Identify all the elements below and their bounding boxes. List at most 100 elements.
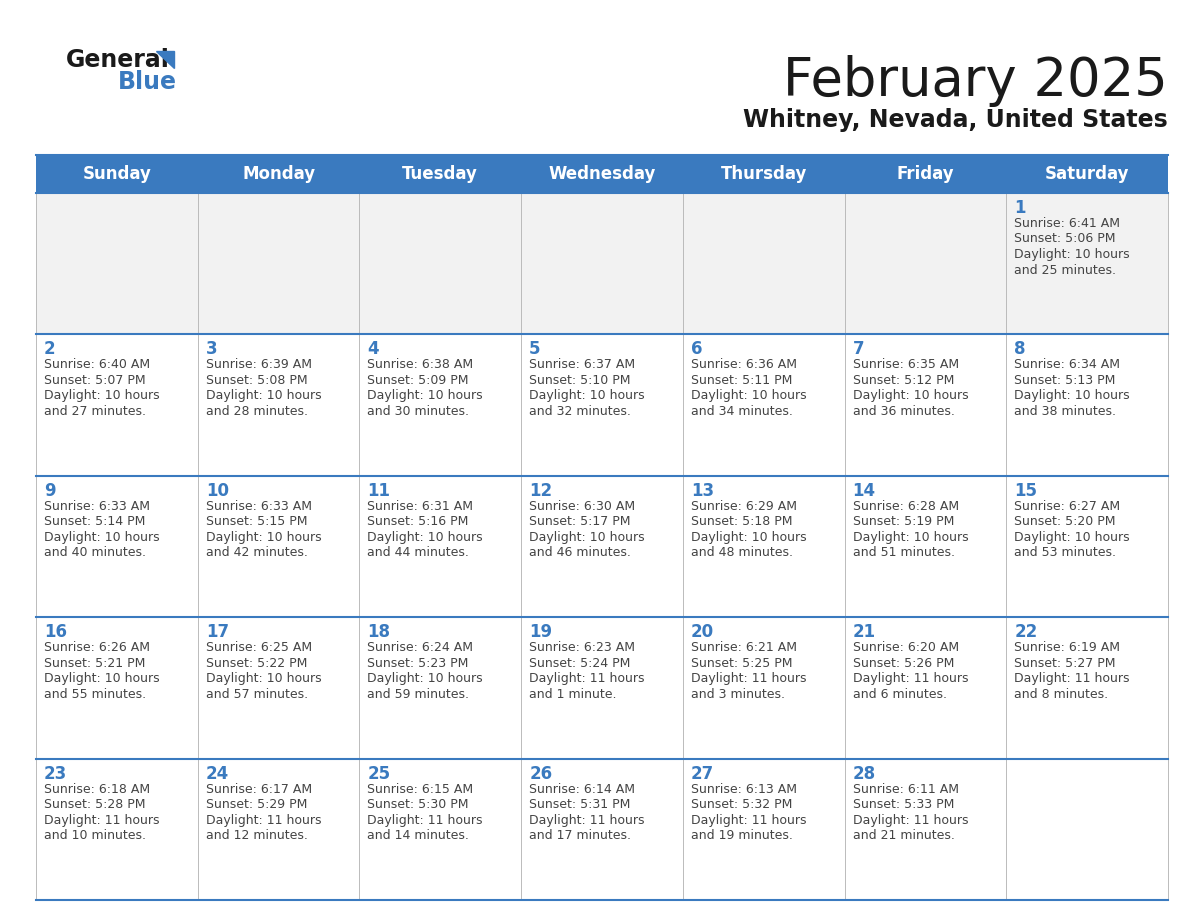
Text: 27: 27 [691, 765, 714, 783]
Text: Sunset: 5:25 PM: Sunset: 5:25 PM [691, 656, 792, 670]
Text: Sunset: 5:30 PM: Sunset: 5:30 PM [367, 798, 469, 812]
Text: and 1 minute.: and 1 minute. [529, 688, 617, 700]
Text: Daylight: 11 hours: Daylight: 11 hours [529, 672, 645, 685]
Text: Sunrise: 6:38 AM: Sunrise: 6:38 AM [367, 358, 474, 372]
Text: and 36 minutes.: and 36 minutes. [853, 405, 954, 418]
Text: Sunrise: 6:37 AM: Sunrise: 6:37 AM [529, 358, 636, 372]
Text: Tuesday: Tuesday [403, 165, 479, 183]
Text: 13: 13 [691, 482, 714, 499]
Text: Sunrise: 6:39 AM: Sunrise: 6:39 AM [206, 358, 311, 372]
Bar [36, 155, 1168, 193]
Text: Daylight: 11 hours: Daylight: 11 hours [529, 813, 645, 826]
Text: Sunrise: 6:25 AM: Sunrise: 6:25 AM [206, 641, 311, 655]
Text: Sunrise: 6:23 AM: Sunrise: 6:23 AM [529, 641, 636, 655]
Bar [1006, 193, 1168, 334]
Bar [845, 476, 1006, 617]
Text: 11: 11 [367, 482, 391, 499]
Text: Daylight: 10 hours: Daylight: 10 hours [691, 531, 807, 543]
Text: 19: 19 [529, 623, 552, 641]
Text: Daylight: 11 hours: Daylight: 11 hours [206, 813, 321, 826]
Text: 26: 26 [529, 765, 552, 783]
Text: 7: 7 [853, 341, 864, 358]
Text: Sunset: 5:22 PM: Sunset: 5:22 PM [206, 656, 307, 670]
Text: Daylight: 10 hours: Daylight: 10 hours [367, 531, 484, 543]
Text: 4: 4 [367, 341, 379, 358]
Text: Daylight: 10 hours: Daylight: 10 hours [44, 672, 159, 685]
Text: Sunset: 5:06 PM: Sunset: 5:06 PM [1015, 232, 1116, 245]
Text: Sunset: 5:24 PM: Sunset: 5:24 PM [529, 656, 631, 670]
Bar [1006, 476, 1168, 617]
Text: Daylight: 10 hours: Daylight: 10 hours [44, 531, 159, 543]
Text: Sunrise: 6:36 AM: Sunrise: 6:36 AM [691, 358, 797, 372]
Text: 23: 23 [44, 765, 68, 783]
Text: 18: 18 [367, 623, 391, 641]
Text: Sunset: 5:16 PM: Sunset: 5:16 PM [367, 515, 469, 528]
Text: Daylight: 10 hours: Daylight: 10 hours [853, 389, 968, 402]
Bar [845, 334, 1006, 476]
Text: and 8 minutes.: and 8 minutes. [1015, 688, 1108, 700]
Bar [197, 193, 360, 334]
Text: Sunday: Sunday [82, 165, 151, 183]
Text: Daylight: 10 hours: Daylight: 10 hours [206, 531, 321, 543]
Text: Sunrise: 6:15 AM: Sunrise: 6:15 AM [367, 783, 474, 796]
Text: Sunset: 5:18 PM: Sunset: 5:18 PM [691, 515, 792, 528]
Bar [360, 758, 522, 900]
Text: 25: 25 [367, 765, 391, 783]
Text: Daylight: 10 hours: Daylight: 10 hours [1015, 531, 1130, 543]
Text: Sunrise: 6:31 AM: Sunrise: 6:31 AM [367, 499, 474, 513]
Text: 3: 3 [206, 341, 217, 358]
Text: Sunset: 5:17 PM: Sunset: 5:17 PM [529, 515, 631, 528]
Bar [683, 758, 845, 900]
Bar [36, 617, 197, 758]
Text: Sunrise: 6:29 AM: Sunrise: 6:29 AM [691, 499, 797, 513]
Text: Daylight: 10 hours: Daylight: 10 hours [367, 672, 484, 685]
Text: 1: 1 [1015, 199, 1025, 217]
Text: Daylight: 10 hours: Daylight: 10 hours [529, 389, 645, 402]
Text: and 48 minutes.: and 48 minutes. [691, 546, 792, 559]
Text: Sunrise: 6:18 AM: Sunrise: 6:18 AM [44, 783, 150, 796]
Text: 15: 15 [1015, 482, 1037, 499]
Text: Daylight: 10 hours: Daylight: 10 hours [1015, 248, 1130, 261]
Bar [1006, 617, 1168, 758]
Text: and 34 minutes.: and 34 minutes. [691, 405, 792, 418]
Text: and 53 minutes.: and 53 minutes. [1015, 546, 1117, 559]
Text: Daylight: 10 hours: Daylight: 10 hours [691, 389, 807, 402]
Text: Sunrise: 6:14 AM: Sunrise: 6:14 AM [529, 783, 636, 796]
Text: and 19 minutes.: and 19 minutes. [691, 829, 792, 842]
Text: and 46 minutes.: and 46 minutes. [529, 546, 631, 559]
Bar [522, 193, 683, 334]
Text: Sunset: 5:28 PM: Sunset: 5:28 PM [44, 798, 145, 812]
Text: and 17 minutes.: and 17 minutes. [529, 829, 631, 842]
Text: and 3 minutes.: and 3 minutes. [691, 688, 785, 700]
Bar [683, 334, 845, 476]
Text: Friday: Friday [897, 165, 954, 183]
Text: and 12 minutes.: and 12 minutes. [206, 829, 308, 842]
Bar [360, 193, 522, 334]
Bar [522, 758, 683, 900]
Text: Sunset: 5:07 PM: Sunset: 5:07 PM [44, 374, 146, 386]
Text: and 30 minutes.: and 30 minutes. [367, 405, 469, 418]
Text: and 57 minutes.: and 57 minutes. [206, 688, 308, 700]
Text: Sunrise: 6:21 AM: Sunrise: 6:21 AM [691, 641, 797, 655]
Bar [197, 476, 360, 617]
Text: 28: 28 [853, 765, 876, 783]
Text: and 44 minutes.: and 44 minutes. [367, 546, 469, 559]
Text: February 2025: February 2025 [783, 55, 1168, 107]
Bar [197, 617, 360, 758]
Bar [360, 334, 522, 476]
Bar [522, 617, 683, 758]
Text: Daylight: 11 hours: Daylight: 11 hours [367, 813, 484, 826]
Text: Monday: Monday [242, 165, 315, 183]
Text: Daylight: 11 hours: Daylight: 11 hours [691, 672, 807, 685]
Bar [522, 334, 683, 476]
Bar [1006, 758, 1168, 900]
Text: Sunset: 5:20 PM: Sunset: 5:20 PM [1015, 515, 1116, 528]
Text: and 40 minutes.: and 40 minutes. [44, 546, 146, 559]
Text: Sunset: 5:26 PM: Sunset: 5:26 PM [853, 656, 954, 670]
Text: Sunset: 5:15 PM: Sunset: 5:15 PM [206, 515, 308, 528]
Text: and 28 minutes.: and 28 minutes. [206, 405, 308, 418]
Bar [360, 476, 522, 617]
Text: Sunrise: 6:17 AM: Sunrise: 6:17 AM [206, 783, 311, 796]
Text: Daylight: 11 hours: Daylight: 11 hours [44, 813, 159, 826]
Text: 2: 2 [44, 341, 56, 358]
